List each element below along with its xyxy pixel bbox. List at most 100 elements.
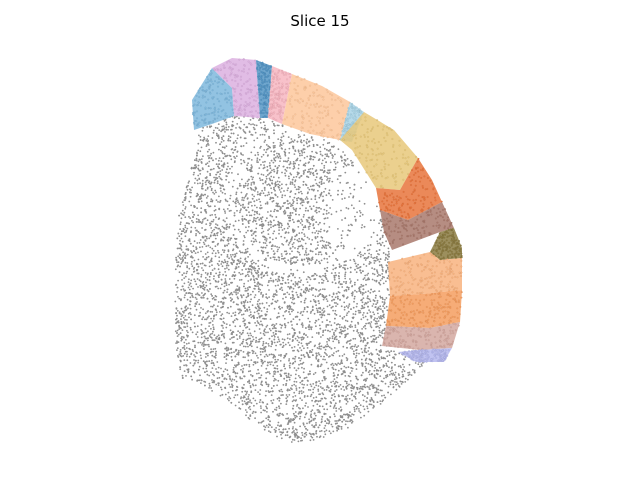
- tissue-cell: [204, 181, 207, 184]
- tissue-cell: [229, 223, 232, 226]
- tissue-cell: [231, 172, 233, 174]
- tissue-cell: [333, 276, 336, 279]
- tissue-cell: [260, 173, 263, 176]
- tissue-cell: [374, 306, 377, 309]
- tissue-cell: [339, 335, 341, 338]
- tissue-cell: [281, 338, 284, 340]
- tissue-cell: [260, 207, 263, 209]
- tissue-cell: [275, 360, 278, 363]
- tissue-cell: [331, 199, 334, 201]
- tissue-cell: [234, 364, 236, 367]
- tissue-cell: [387, 268, 389, 270]
- tissue-cell: [345, 366, 347, 369]
- tissue-cell: [351, 325, 353, 328]
- tissue-cell: [304, 242, 307, 245]
- tissue-cell: [335, 305, 337, 307]
- tissue-cell: [208, 275, 211, 278]
- tissue-cell: [345, 314, 348, 317]
- tissue-cell: [325, 194, 328, 197]
- tissue-cell: [351, 420, 354, 423]
- tissue-cell: [177, 247, 180, 250]
- tissue-cell: [295, 381, 298, 383]
- tissue-cell: [240, 397, 242, 400]
- tissue-cell: [212, 348, 215, 350]
- tissue-cell: [293, 421, 296, 424]
- tissue-cell: [190, 353, 193, 356]
- tissue-cell: [224, 267, 226, 270]
- tissue-cell: [317, 388, 320, 391]
- tissue-cell: [279, 412, 282, 415]
- tissue-cell: [324, 345, 327, 347]
- tissue-cell: [207, 354, 209, 357]
- tissue-cell: [202, 241, 205, 244]
- tissue-cell: [307, 168, 310, 171]
- tissue-cell: [358, 391, 360, 394]
- tissue-cell: [394, 371, 397, 374]
- tissue-cell: [214, 252, 217, 255]
- tissue-cell: [380, 264, 383, 266]
- tissue-cell: [308, 284, 311, 287]
- tissue-cell: [270, 399, 273, 402]
- tissue-cell: [220, 149, 222, 152]
- tissue-cell: [275, 205, 278, 207]
- tissue-cell: [282, 297, 284, 300]
- tissue-cell: [178, 324, 181, 327]
- tissue-cell: [270, 387, 273, 390]
- tissue-cell: [324, 397, 327, 400]
- tissue-cell: [372, 303, 375, 305]
- tissue-cell: [229, 338, 232, 340]
- tissue-cell: [179, 221, 182, 224]
- tissue-cell: [349, 324, 352, 326]
- tissue-cell: [218, 136, 220, 138]
- tissue-cell: [346, 400, 349, 403]
- tissue-cell: [232, 248, 235, 251]
- tissue-cell: [184, 206, 187, 208]
- tissue-cell: [324, 413, 327, 415]
- tissue-cell: [259, 323, 261, 326]
- tissue-cell: [382, 270, 384, 272]
- tissue-cell: [260, 407, 262, 409]
- tissue-cell: [241, 199, 244, 201]
- tissue-cell: [290, 138, 293, 140]
- tissue-cell: [241, 196, 244, 199]
- tissue-cell: [294, 332, 297, 334]
- tissue-cell: [284, 154, 287, 157]
- tissue-cell: [277, 248, 279, 251]
- tissue-cell: [310, 410, 313, 413]
- tissue-cell: [362, 339, 365, 342]
- tissue-cell: [332, 364, 335, 367]
- tissue-cell: [225, 378, 228, 381]
- tissue-cell: [252, 336, 254, 338]
- tissue-cell: [239, 331, 241, 334]
- tissue-cell: [213, 209, 216, 212]
- tissue-cell: [361, 351, 364, 354]
- tissue-cell: [265, 318, 267, 320]
- tissue-cell: [206, 187, 209, 190]
- tissue-cell: [245, 339, 248, 342]
- tissue-cell: [253, 213, 256, 216]
- tissue-cell: [190, 204, 193, 207]
- tissue-cell: [299, 140, 302, 143]
- tissue-cell: [268, 137, 271, 140]
- tissue-cell: [220, 233, 223, 236]
- tissue-cell: [246, 167, 249, 170]
- tissue-cell: [327, 212, 330, 214]
- tissue-cell: [354, 361, 357, 364]
- tissue-cell: [277, 336, 279, 338]
- tissue-cell: [307, 276, 310, 278]
- tissue-cell: [284, 148, 287, 151]
- tissue-cell: [297, 374, 300, 377]
- tissue-cell: [228, 399, 230, 402]
- tissue-cell: [182, 230, 185, 233]
- tissue-cell: [221, 152, 224, 155]
- tissue-cell: [354, 289, 356, 292]
- tissue-cell: [306, 219, 309, 222]
- tissue-cell: [243, 130, 245, 133]
- tissue-cell: [358, 311, 360, 314]
- tissue-cell: [224, 210, 226, 213]
- tissue-cell: [196, 331, 199, 333]
- tissue-cell: [201, 292, 203, 294]
- tissue-cell: [341, 286, 344, 288]
- tissue-cell: [366, 297, 369, 299]
- tissue-cell: [319, 393, 321, 396]
